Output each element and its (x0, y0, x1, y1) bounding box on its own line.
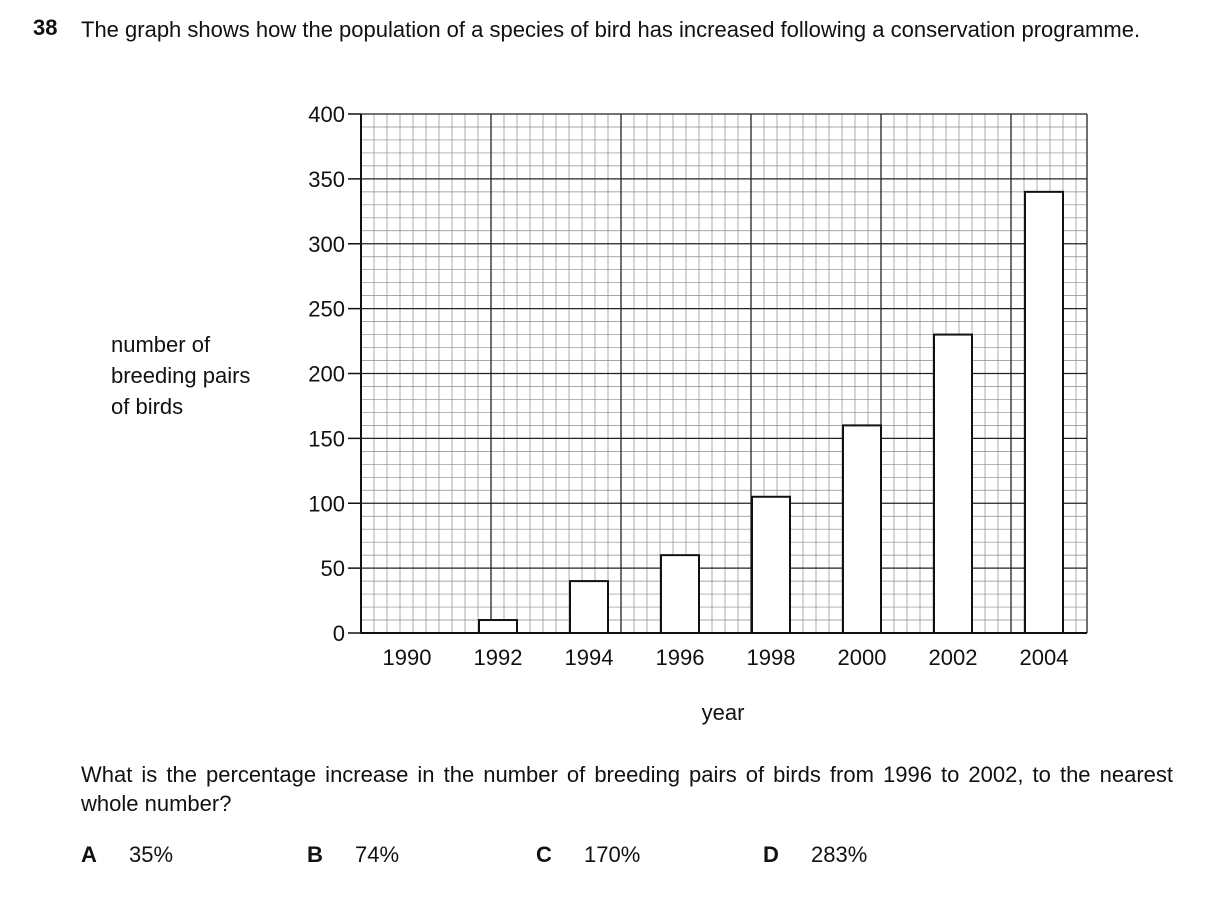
x-tick-label: 1990 (383, 645, 432, 670)
bar-2004 (1024, 190, 1064, 634)
question-stem: The graph shows how the population of a … (81, 17, 1141, 42)
y-tick-label: 0 (333, 621, 345, 646)
y-tick-label: 250 (308, 297, 345, 322)
x-axis-label: year (702, 700, 745, 725)
x-tick-label: 2004 (1020, 645, 1069, 670)
x-tick-label: 1996 (656, 645, 705, 670)
bar-2000 (842, 424, 882, 634)
y-tick-label: 350 (308, 167, 345, 192)
question-number: 38 (33, 15, 58, 40)
y-axis-label: number of breeding pairs of birds (111, 329, 250, 422)
y-tick-label: 300 (308, 232, 345, 257)
option-a[interactable]: A 35% (81, 842, 173, 868)
x-tick-label: 2002 (929, 645, 978, 670)
option-d-value: 283% (811, 842, 868, 867)
x-tick-label: 1994 (565, 645, 614, 670)
y-tick-label: 50 (321, 556, 345, 581)
option-c-letter: C (536, 842, 552, 867)
y-tick-label: 200 (308, 362, 345, 387)
option-d[interactable]: D 283% (763, 842, 867, 868)
option-a-value: 35% (129, 842, 174, 867)
bar-1994 (569, 580, 609, 634)
x-tick-label: 1998 (747, 645, 796, 670)
bars (478, 190, 1064, 635)
bar-1998 (751, 495, 791, 635)
y-tick-label: 100 (308, 491, 345, 516)
option-b[interactable]: B 74% (307, 842, 399, 868)
bar-2002 (933, 333, 973, 634)
x-tick-labels: 1990 1992 1994 1996 1998 2000 2002 2004 (383, 645, 1069, 670)
bar-1996 (660, 554, 700, 635)
question-prompt: What is the percentage increase in the n… (81, 762, 1173, 816)
option-c-value: 170% (584, 842, 641, 867)
option-a-letter: A (81, 842, 97, 867)
axes (348, 113, 1087, 634)
x-tick-label: 2000 (838, 645, 887, 670)
x-tick-label: 1992 (474, 645, 523, 670)
y-axis-label-line-1: number of (111, 332, 211, 357)
option-d-letter: D (763, 842, 779, 867)
option-c[interactable]: C 170% (536, 842, 640, 868)
option-b-letter: B (307, 842, 323, 867)
y-axis-label-line-2: breeding pairs (111, 363, 251, 388)
y-tick-labels: 0 50 100 150 200 250 300 350 400 (308, 102, 345, 646)
y-axis-label-line-3: of birds (111, 394, 184, 419)
y-tick-label: 150 (308, 426, 345, 451)
option-b-value: 74% (355, 842, 400, 867)
bar-1992 (478, 619, 518, 635)
y-tick-label: 400 (308, 102, 345, 127)
